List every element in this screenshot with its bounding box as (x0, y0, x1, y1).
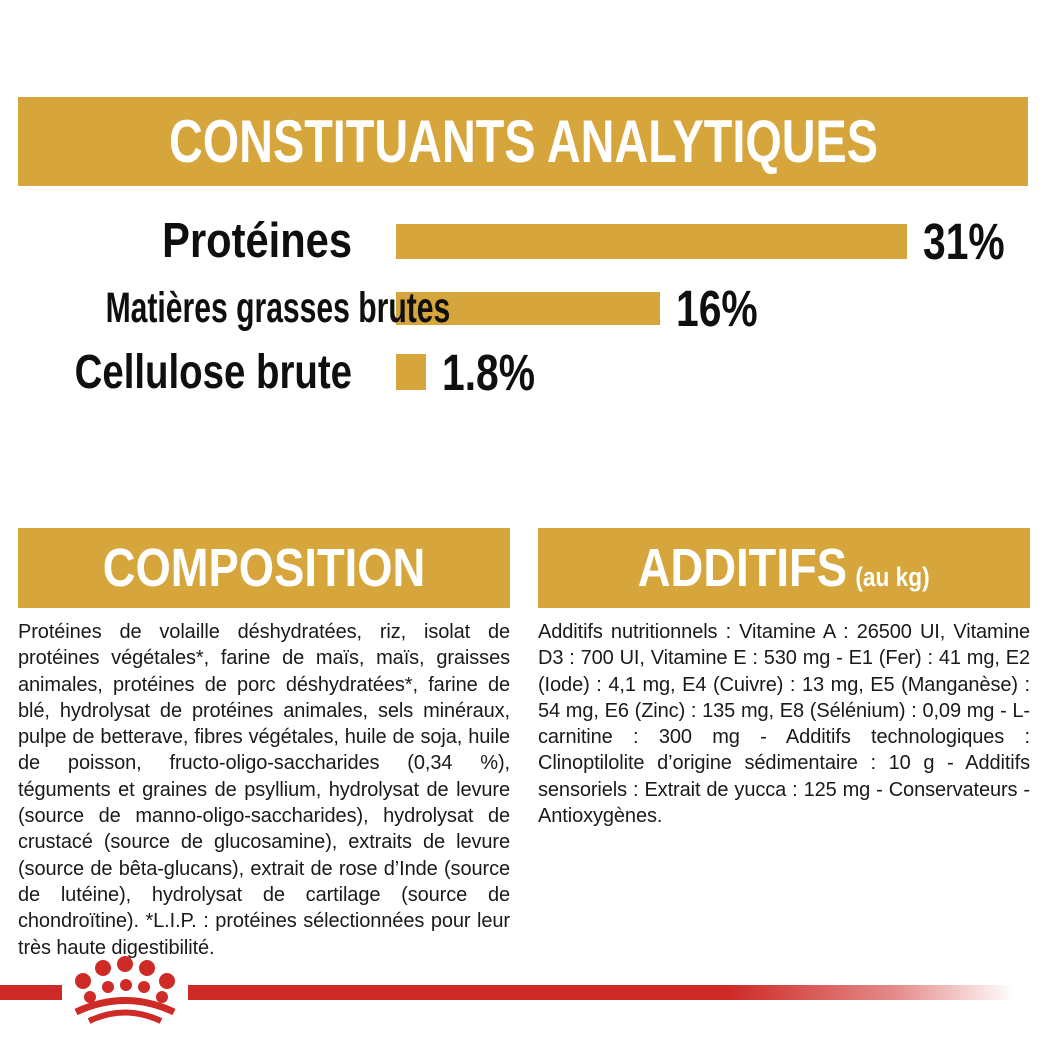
royal-canin-crown-logo (74, 956, 176, 1024)
chart-category-label: Cellulose brute (74, 345, 353, 399)
chart-bar (396, 223, 907, 259)
composition-banner: COMPOSITION (18, 528, 510, 608)
chart-row-proteins: Protéines 31% (0, 203, 1049, 279)
additives-title-text: ADDITIFS (638, 538, 848, 598)
chart-category-label: Protéines (162, 214, 352, 268)
footer-rule-right (188, 985, 1049, 1000)
chart-bar (396, 291, 660, 325)
chart-row-crude-fat: Matières grasses brutes 16% (0, 272, 1049, 344)
chart-bar (396, 354, 426, 390)
chart-row-crude-fibre: Cellulose brute 1.8% (0, 336, 1049, 408)
additives-banner: ADDITIFS (au kg) (538, 528, 1030, 608)
analytical-constituents-banner: CONSTITUANTS ANALYTIQUES (18, 97, 1028, 186)
chart-value-label: 31% (923, 212, 1005, 270)
analytical-constituents-title: CONSTITUANTS ANALYTIQUES (168, 108, 878, 175)
additives-unit-label: (au kg) (855, 562, 930, 592)
composition-title: COMPOSITION (102, 538, 426, 598)
chart-category-label: Matières grasses brutes (105, 283, 451, 332)
chart-value-label: 16% (675, 279, 758, 337)
composition-body: Protéines de volaille déshydratées, riz,… (18, 621, 510, 959)
footer-rule-left (0, 985, 62, 1000)
additives-body: Additifs nutritionnels : Vitamine A : 26… (538, 621, 1030, 828)
additives-title: ADDITIFS (au kg) (638, 537, 930, 599)
chart-value-label: 1.8% (441, 343, 535, 401)
